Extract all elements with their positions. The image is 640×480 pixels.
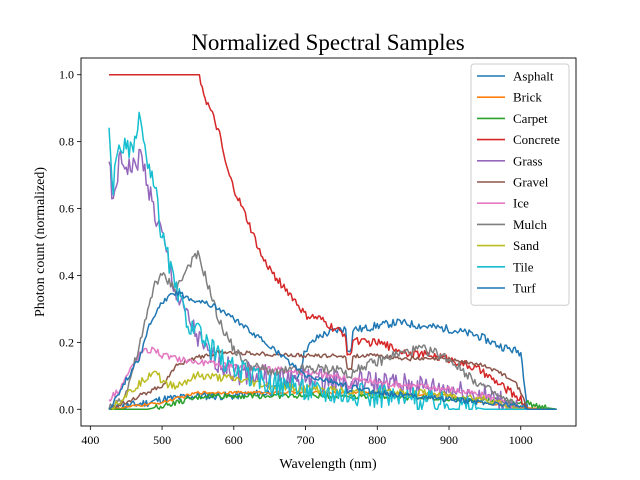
x-tick-label: 1000: [509, 433, 533, 447]
series-line-ice: [108, 346, 557, 411]
legend: Asphalt Brick Carpet Concrete Grass Gravel Ice…: [470, 63, 570, 306]
chart-title: Normalized Spectral Samples: [191, 30, 464, 55]
series-line-gravel: [108, 350, 557, 411]
y-axis-label: Photon count (normalized): [33, 167, 48, 317]
legend-entry-sand: Sand: [513, 238, 540, 253]
legend-entry-tile: Tile: [513, 259, 534, 274]
y-axis: 0.0 0.2 0.4 0.6 0.8 1.0: [59, 68, 81, 416]
series-line-turf: [108, 290, 557, 411]
y-tick-label: 0.6: [59, 202, 74, 216]
y-tick-label: 0.4: [59, 268, 74, 282]
x-tick-label: 800: [368, 433, 386, 447]
legend-entry-gravel: Gravel: [513, 175, 549, 190]
x-tick-label: 600: [225, 433, 243, 447]
y-tick-label: 1.0: [59, 68, 74, 82]
x-axis: 400 500 600 700 800 900 1000: [81, 426, 533, 447]
legend-entry-carpet: Carpet: [513, 111, 548, 126]
legend-entry-ice: Ice: [513, 196, 529, 211]
plot-area: [108, 73, 557, 411]
x-tick-label: 700: [297, 433, 315, 447]
series-line-concrete: [109, 73, 557, 411]
series-line-tile: [108, 111, 557, 411]
legend-entry-asphalt: Asphalt: [513, 69, 554, 84]
x-tick-label: 500: [153, 433, 171, 447]
y-tick-label: 0.8: [59, 135, 74, 149]
series-line-mulch: [108, 250, 557, 411]
x-tick-label: 400: [81, 433, 99, 447]
legend-entry-concrete: Concrete: [513, 132, 560, 147]
legend-entry-turf: Turf: [513, 281, 536, 296]
legend-entry-brick: Brick: [513, 90, 542, 105]
x-tick-label: 900: [440, 433, 458, 447]
axes-frame: [80, 57, 577, 427]
x-axis-label: Wavelength (nm): [279, 457, 377, 472]
y-tick-label: 0.2: [59, 335, 74, 349]
legend-entry-grass: Grass: [513, 153, 543, 168]
legend-entry-mulch: Mulch: [513, 217, 547, 232]
y-tick-label: 0.0: [59, 402, 74, 416]
